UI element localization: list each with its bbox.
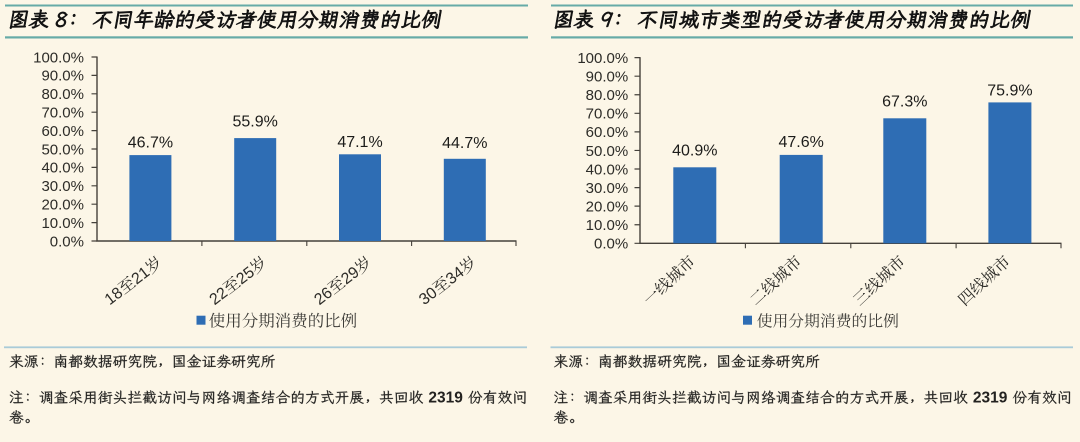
svg-text:20.0%: 20.0% [586,199,629,216]
svg-text:100.0%: 100.0% [33,49,84,66]
svg-text:10.0%: 10.0% [41,215,84,232]
svg-text:80.0%: 80.0% [41,86,84,103]
svg-text:75.9%: 75.9% [987,82,1032,99]
svg-text:0.0%: 0.0% [50,233,84,250]
svg-text:10.0%: 10.0% [586,217,629,234]
svg-text:47.6%: 47.6% [779,134,824,151]
svg-text:60.0%: 60.0% [41,123,84,140]
svg-text:70.0%: 70.0% [586,106,629,123]
svg-text:40.0%: 40.0% [586,161,629,178]
svg-text:0.0%: 0.0% [594,236,628,253]
svg-text:40.0%: 40.0% [41,160,84,177]
svg-text:55.9%: 55.9% [233,114,278,131]
svg-text:90.0%: 90.0% [586,69,629,86]
svg-text:67.3%: 67.3% [882,94,927,111]
svg-text:46.7%: 46.7% [128,134,173,151]
svg-text:30.0%: 30.0% [41,178,84,195]
svg-text:47.1%: 47.1% [337,134,382,151]
svg-text:2319: 2319 [428,390,463,407]
svg-text:30.0%: 30.0% [586,180,629,197]
svg-text:20.0%: 20.0% [41,197,84,214]
svg-text:90.0%: 90.0% [41,68,84,85]
svg-text:50.0%: 50.0% [41,141,84,158]
svg-text:40.9%: 40.9% [672,142,717,159]
svg-text:60.0%: 60.0% [586,124,629,141]
svg-text:44.7%: 44.7% [442,135,487,152]
svg-text:70.0%: 70.0% [41,105,84,122]
svg-text:80.0%: 80.0% [586,87,629,104]
svg-text:50.0%: 50.0% [586,143,629,160]
svg-text:100.0%: 100.0% [577,50,628,67]
